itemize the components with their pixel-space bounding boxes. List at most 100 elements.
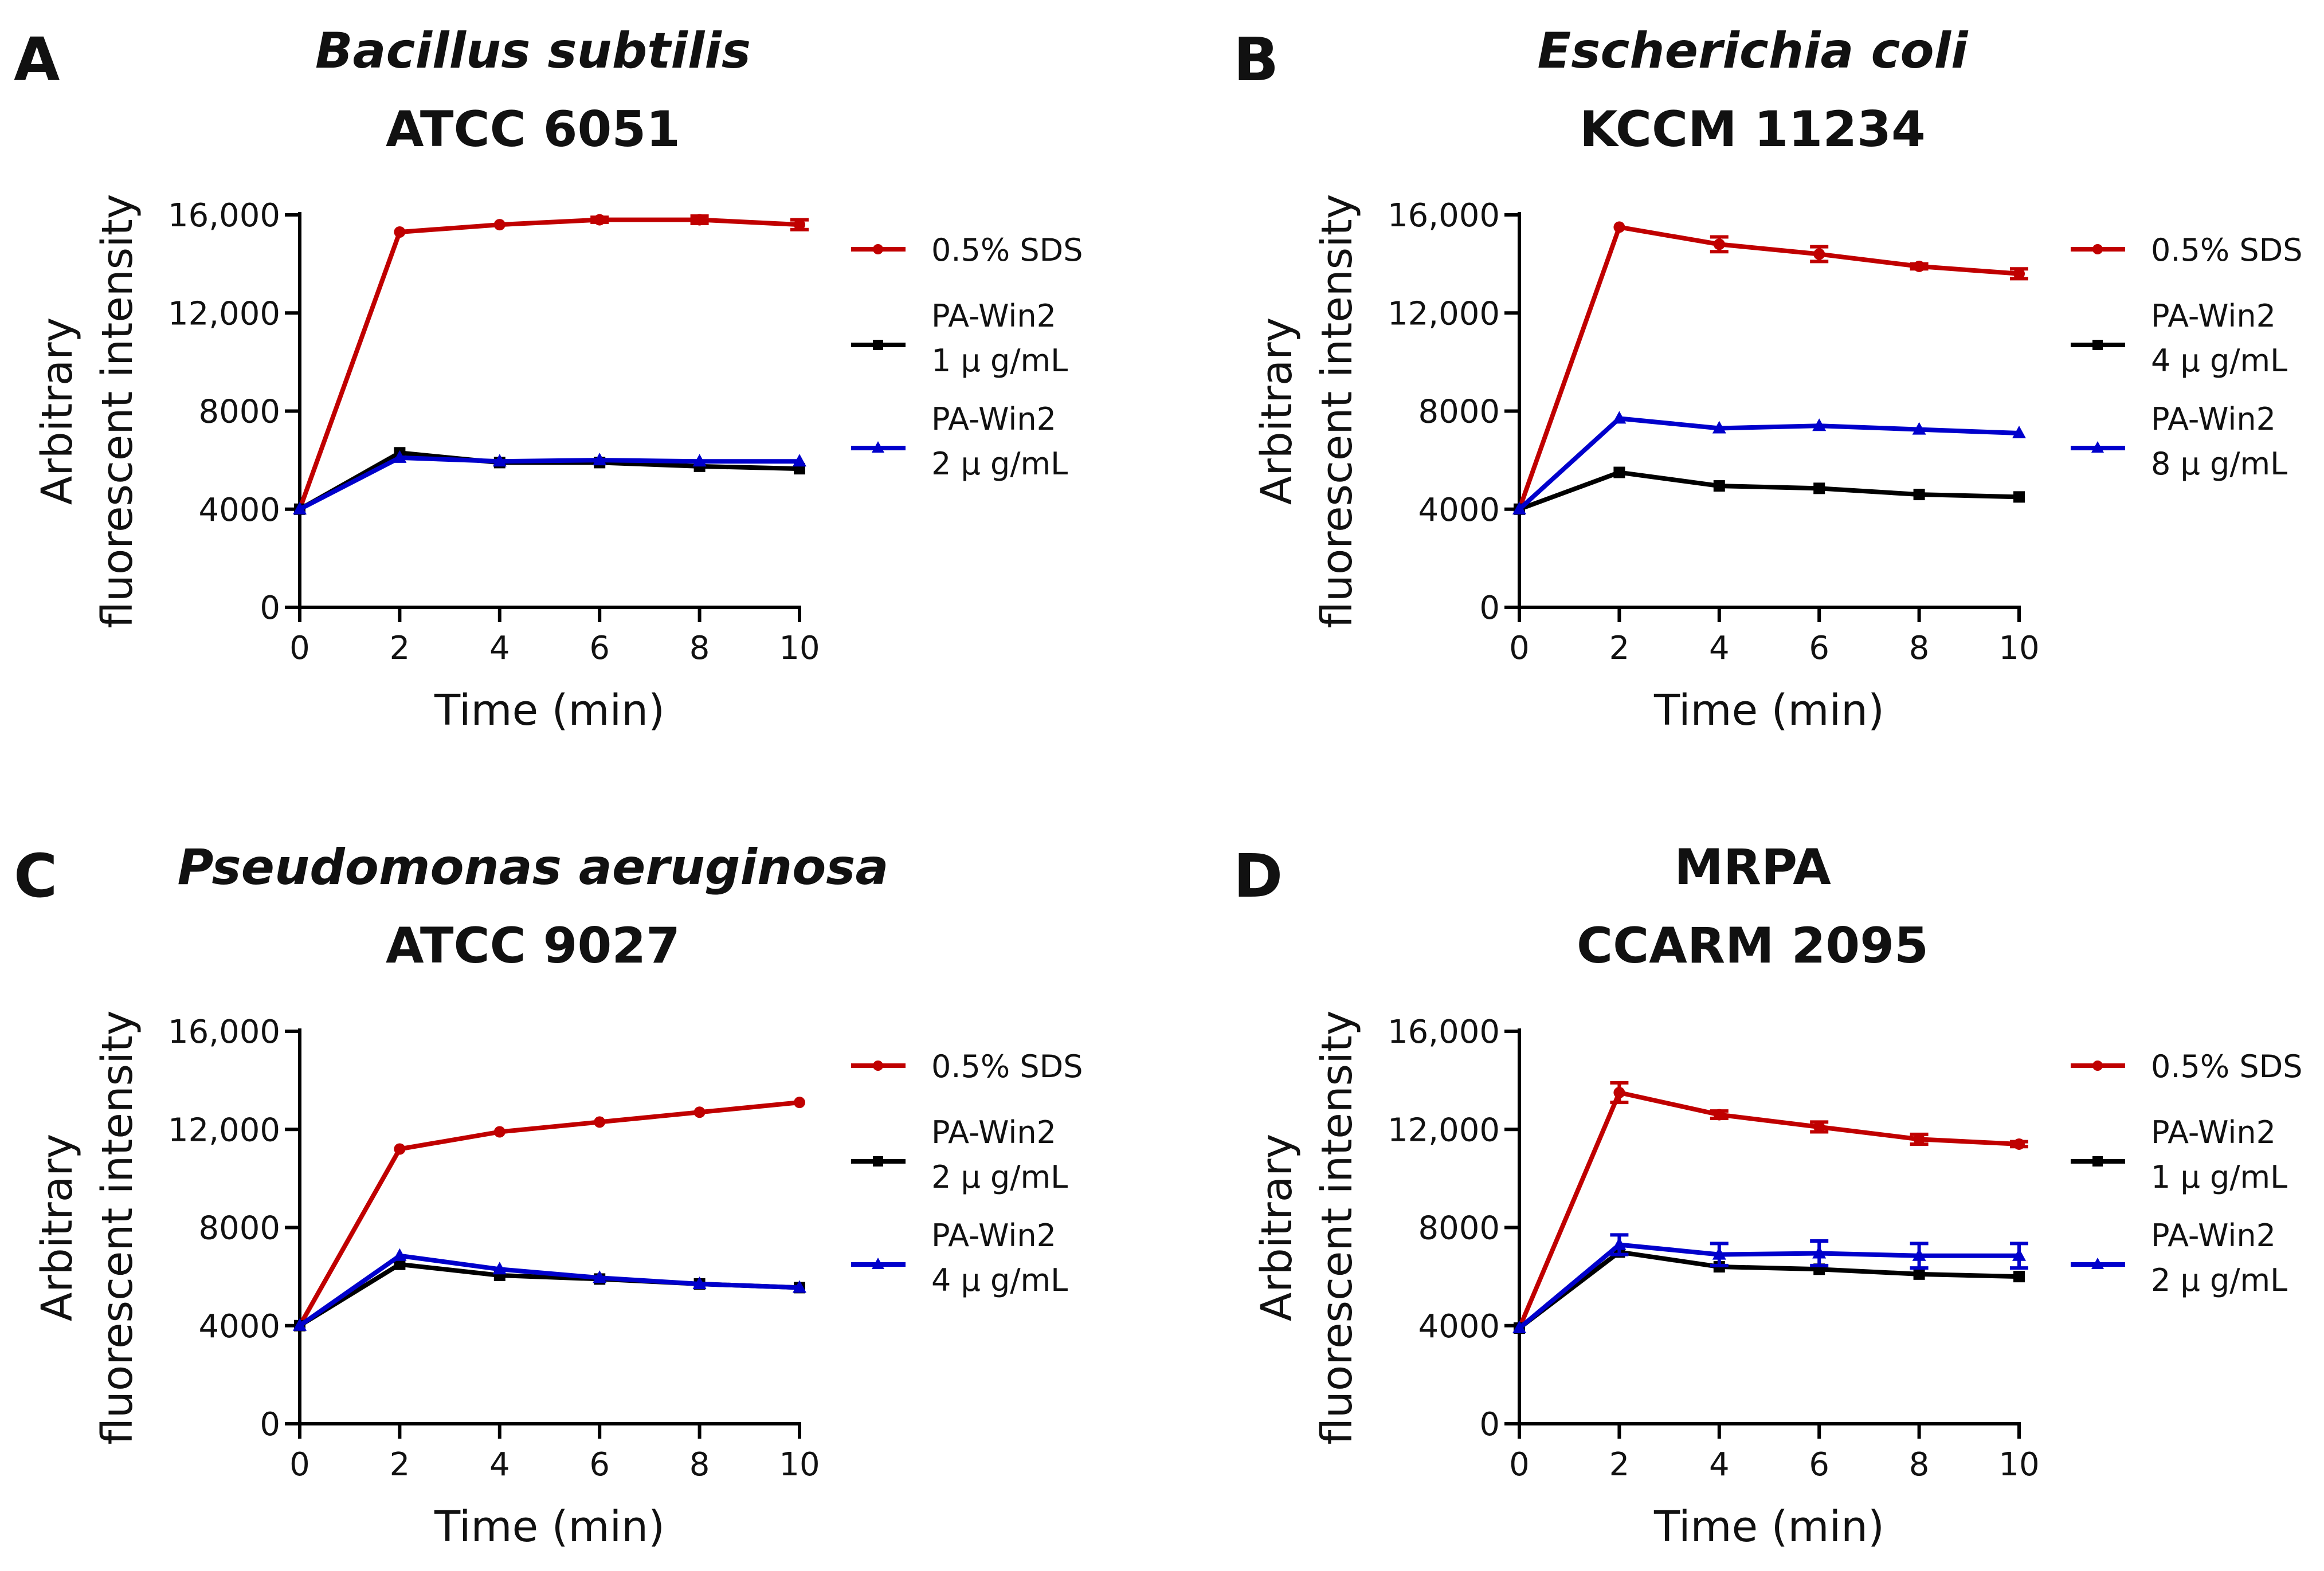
x-tick-label: 8 — [689, 630, 710, 667]
series-line — [297, 1100, 800, 1327]
x-tick-label: 2 — [1609, 1446, 1630, 1483]
y-tick-label: 8000 — [198, 394, 280, 431]
data-point — [1913, 1268, 1925, 1280]
legend-label-line1: PA-Win2 — [2151, 1217, 2276, 1254]
legend-entry-1: PA-Win2 4 μ g/mL — [2071, 298, 2287, 379]
data-point — [1812, 418, 1827, 431]
legend-label-line1: PA-Win2 — [2151, 1114, 2276, 1150]
data-point — [1912, 1248, 1926, 1261]
y-axis-label-line1: Arbitrary — [1252, 1134, 1302, 1322]
legend-entry-0: 0.5% SDS — [2071, 232, 2303, 268]
legend-label-line2: 2 μ g/mL — [931, 1159, 1068, 1195]
x-tick-label: 0 — [1509, 1446, 1530, 1483]
x-tick-label: 4 — [489, 630, 510, 667]
y-tick-label: 0 — [260, 590, 280, 627]
y-tick-label: 8000 — [198, 1210, 280, 1247]
data-point — [1612, 1237, 1627, 1250]
legend-entry-1: PA-Win2 1 μ g/mL — [2071, 1114, 2287, 1195]
legend-marker — [2092, 340, 2103, 350]
y-tick-label: 12,000 — [1388, 1112, 1500, 1149]
data-point — [693, 1106, 706, 1118]
legend-label-line1: PA-Win2 — [2151, 298, 2276, 334]
chart-title-line1: Bacillus subtilis — [315, 22, 751, 80]
data-point — [393, 450, 407, 463]
data-point — [492, 1262, 507, 1275]
legend-marker — [872, 441, 884, 453]
chart-title-line2: ATCC 6051 — [386, 101, 680, 158]
x-tick-label: 10 — [1998, 630, 2039, 667]
y-tick-label: 12,000 — [1388, 295, 1500, 332]
series-line — [1518, 1250, 2020, 1330]
series-line — [1518, 1242, 2019, 1330]
legend-label-line1: 0.5% SDS — [931, 1048, 1083, 1085]
data-point — [794, 219, 805, 231]
x-tick-label: 10 — [779, 630, 820, 667]
series-line — [298, 1253, 800, 1328]
x-tick-label: 4 — [489, 1446, 510, 1483]
legend-marker — [2091, 1258, 2104, 1269]
legend-label-line2: 2 μ g/mL — [931, 446, 1068, 482]
x-tick-label: 8 — [689, 1446, 710, 1483]
legend-marker — [2092, 244, 2103, 254]
y-tick-label: 8000 — [1418, 394, 1500, 431]
y-tick-label: 0 — [260, 1406, 280, 1443]
x-tick-label: 6 — [1809, 1446, 1829, 1483]
series-line — [1517, 1090, 2020, 1329]
legend-label-line1: 0.5% SDS — [2151, 1048, 2303, 1085]
data-point — [492, 454, 507, 467]
legend-label-line2: 8 μ g/mL — [2151, 446, 2287, 482]
x-axis-label: Time (min) — [434, 1502, 665, 1552]
y-tick-label: 4000 — [1418, 1308, 1500, 1345]
data-point — [593, 1270, 607, 1283]
data-point — [1613, 1087, 1625, 1099]
y-tick-label: 8000 — [1418, 1210, 1500, 1247]
data-point — [594, 214, 606, 226]
data-point — [1813, 482, 1825, 494]
y-tick-label: 16,000 — [168, 197, 280, 234]
x-tick-label: 4 — [1709, 1446, 1730, 1483]
legend-label-line2: 1 μ g/mL — [931, 343, 1068, 379]
y-tick-label: 4000 — [198, 492, 280, 529]
legend-marker — [872, 1258, 884, 1269]
x-tick-label: 6 — [589, 1446, 610, 1483]
x-tick-label: 0 — [289, 630, 310, 667]
series-1 — [294, 1258, 805, 1332]
x-axis-label: Time (min) — [1653, 686, 1884, 735]
series-2 — [1512, 1233, 2028, 1334]
legend-marker — [2092, 1156, 2103, 1167]
data-point — [1713, 480, 1725, 492]
y-tick-label: 16,000 — [1388, 197, 1500, 234]
data-point — [1912, 422, 1926, 435]
panel-letter: B — [1233, 25, 1279, 95]
y-axis-label-line1: Arbitrary — [1252, 317, 1302, 505]
chart-title-line1: MRPA — [1674, 839, 1831, 896]
series-2 — [293, 450, 806, 514]
legend-label-line2: 2 μ g/mL — [2151, 1262, 2287, 1298]
data-point — [793, 454, 806, 467]
x-axis-label: Time (min) — [434, 686, 665, 735]
legend-label-line1: PA-Win2 — [931, 1114, 1056, 1150]
legend-entry-2: PA-Win2 2 μ g/mL — [851, 401, 1068, 482]
series-0 — [1514, 221, 2028, 515]
data-point — [293, 1318, 307, 1331]
legend-entry-2: PA-Win2 8 μ g/mL — [2071, 401, 2287, 482]
data-point — [2012, 1248, 2026, 1261]
legend-entry-2: PA-Win2 2 μ g/mL — [2071, 1217, 2287, 1298]
data-point — [1712, 1247, 1726, 1260]
y-axis-label-line2: fluorescent intensity — [1312, 1010, 1362, 1444]
y-axis-label-line1: Arbitrary — [33, 1134, 82, 1322]
data-point — [693, 214, 706, 226]
chart-panel-a: A Bacillus subtilis ATCC 6051 0 4000 8000 12,0… — [14, 22, 1083, 735]
data-point — [692, 1276, 707, 1289]
data-point — [793, 1280, 806, 1293]
data-point — [1812, 1246, 1827, 1259]
y-axis-label-line1: Arbitrary — [33, 317, 82, 505]
panel-letter: A — [14, 25, 60, 95]
legend-marker — [873, 340, 883, 350]
legend-marker — [873, 244, 883, 254]
data-point — [1713, 238, 1725, 250]
data-point — [394, 1258, 406, 1270]
data-point — [394, 226, 406, 238]
